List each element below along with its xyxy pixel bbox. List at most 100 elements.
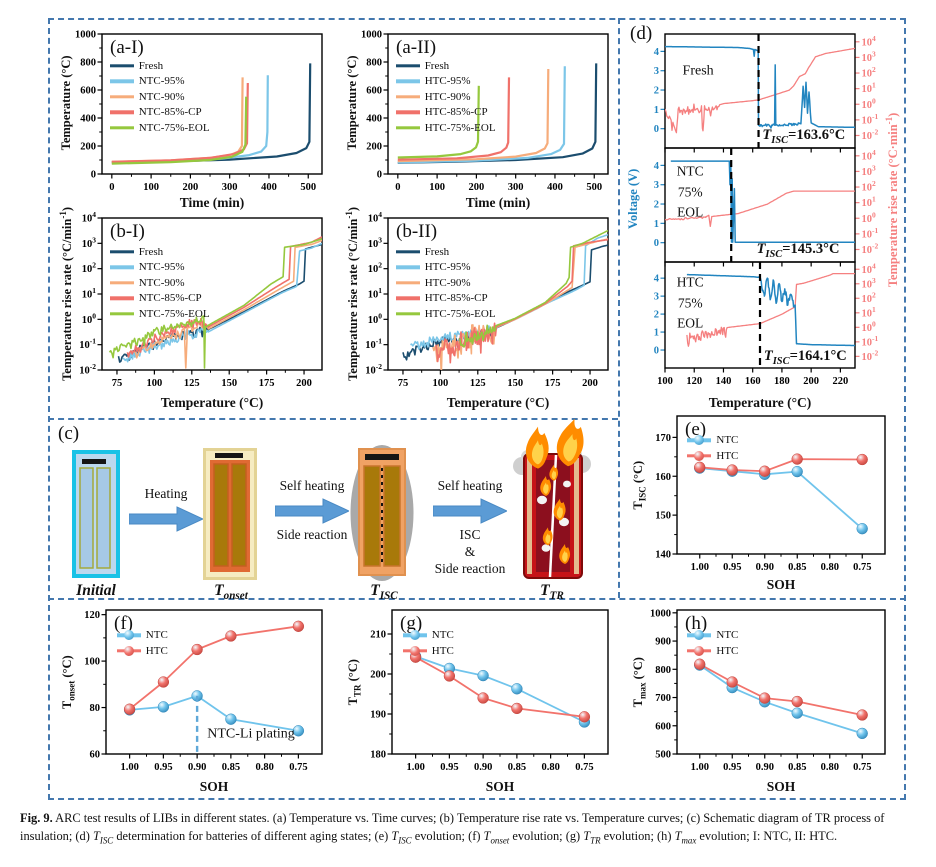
y-axis-label: Temperature (°C) [59,55,74,151]
series-rate [686,272,855,347]
svg-text:103: 103 [368,235,383,250]
series-HTC-75%-EOL [397,85,480,159]
legend-item: NTC-75%-EOL [109,307,210,320]
flame-icon [556,418,584,467]
svg-text:3: 3 [654,292,659,303]
svg-text:200: 200 [183,182,199,193]
legend-item: NTC [116,629,168,642]
svg-text:101: 101 [862,195,877,210]
data-point-HTC [726,676,738,688]
svg-text:0.80: 0.80 [821,562,839,573]
figure-outer-border [48,18,906,800]
svg-text:190: 190 [370,710,386,721]
y-axis-label: Tmax (°C) [630,657,648,708]
legend-item: NTC-90% [109,276,210,289]
right-arrow-icon [275,498,349,524]
svg-text:101: 101 [82,286,97,301]
series-NTC-75%-EOL [108,238,322,369]
plot-h: 1.00 0.95 0.90 0.85 0.80 0.75 500 600 700 800 900 1… [650,608,886,773]
right-arrow-icon [129,506,203,532]
chart-tisc-evolution: 1.00 0.95 0.90 0.85 0.80 0.75 140 150 160 170 (e) S… [629,408,897,594]
data-point-HTC [694,461,706,473]
svg-text:2: 2 [654,310,659,321]
arrow-self-heating-2: Self heating ISC & Side reaction [414,478,526,578]
arrow-label-top: Self heating [437,478,503,493]
svg-text:10-2: 10-2 [862,127,879,142]
svg-text:0.85: 0.85 [508,762,526,773]
battery-tisc [350,444,414,587]
divider-bottom-row-top [48,598,906,600]
legend-item: HTC-95% [395,75,496,88]
data-point-HTC [759,465,771,477]
chart-tisc-htc75: 100 120 140 160 180 200 220 0 1 2 3 4 10-2 10-1 100 101… [629,261,897,412]
svg-text:4: 4 [654,274,660,285]
svg-text:103: 103 [862,163,877,178]
legend-item: HTC [402,644,454,657]
chart-tonset-evolution: 1.00 0.95 0.90 0.85 0.80 0.75 60 80 100 120 NTC-Li… [58,604,332,796]
svg-text:400: 400 [261,182,277,193]
svg-text:0.90: 0.90 [474,762,492,773]
data-point-HTC [856,453,868,466]
data-point-HTC [759,692,771,704]
plot-g: 1.00 0.95 0.90 0.85 0.80 0.75 180 190 200 210 [370,609,609,773]
svg-text:102: 102 [862,290,877,305]
flame-icon [553,498,566,521]
svg-text:0: 0 [654,238,659,249]
chart-ttr-evolution: 1.00 0.95 0.90 0.85 0.80 0.75 180 190 200 210 (g) S… [344,604,618,796]
data-point-NTC [511,683,523,695]
legend-g: NTC HTC [402,629,454,658]
svg-text:160: 160 [655,472,671,483]
svg-text:104: 104 [862,34,877,49]
svg-text:200: 200 [80,142,96,153]
svg-text:700: 700 [655,693,671,704]
legend-b2: Fresh HTC-95% HTC-90% HTC-85%-CP HTC-75%-EOL [395,245,496,320]
svg-text:100: 100 [143,182,159,193]
svg-text:104: 104 [862,148,877,163]
panel-label-e: (e) [685,419,707,440]
svg-text:200: 200 [469,182,485,193]
arrow-heating-label: Heating [144,486,188,501]
data-point-HTC [694,658,706,670]
svg-text:300: 300 [222,182,238,193]
svg-text:200: 200 [296,378,312,389]
data-point-HTC [292,620,305,632]
stage-label-initial: Initial [76,582,116,599]
legend-b1: Fresh NTC-95% NTC-90% NTC-85%-CP NTC-75%-EOL [109,245,210,320]
annotation-text: NTC 75% EOL [676,164,704,220]
legend-item: Fresh [395,245,496,258]
legend-item: HTC-85%-CP [395,106,496,119]
data-point-HTC [856,709,868,721]
divider-vertical [618,18,620,598]
legend-item: Fresh [109,59,210,72]
x-axis-label: Time (min) [179,195,245,210]
stage-label-ttr: TTR [540,582,564,603]
svg-text:600: 600 [655,721,671,732]
divider-panel-c-top [48,418,618,420]
legend-item: HTC-85%-CP [395,292,496,305]
svg-text:0: 0 [109,182,114,193]
svg-text:170: 170 [655,433,671,444]
legend-item: NTC-90% [109,90,210,103]
y-axis-label: Temperature rise rate (°C/min-1) [58,206,75,381]
annotation-text: TISC=145.3°C [756,241,840,261]
svg-text:150: 150 [655,511,671,522]
x-axis-label: Time (min) [465,195,531,210]
flame-icon [559,544,571,564]
legend-e: NTC HTC [687,434,738,463]
data-point-NTC [856,523,868,535]
chart-rise-rate-htc: 75 100 125 150 175 200 10-2 10-1 100 101 102 103 104… [342,207,616,412]
panel-label-d: (d) [630,23,653,44]
panel-label-g: (g) [400,613,423,634]
annotation-text: TISC=164.1°C [763,348,847,368]
svg-text:600: 600 [80,86,96,97]
svg-text:200: 200 [582,378,598,389]
svg-text:400: 400 [80,114,96,125]
svg-text:500: 500 [586,182,602,193]
data-point-HTC [157,676,170,688]
svg-text:0.75: 0.75 [289,762,307,773]
svg-text:120: 120 [686,376,702,387]
x-axis-label: SOH [485,779,515,794]
series-NTC [699,467,863,530]
